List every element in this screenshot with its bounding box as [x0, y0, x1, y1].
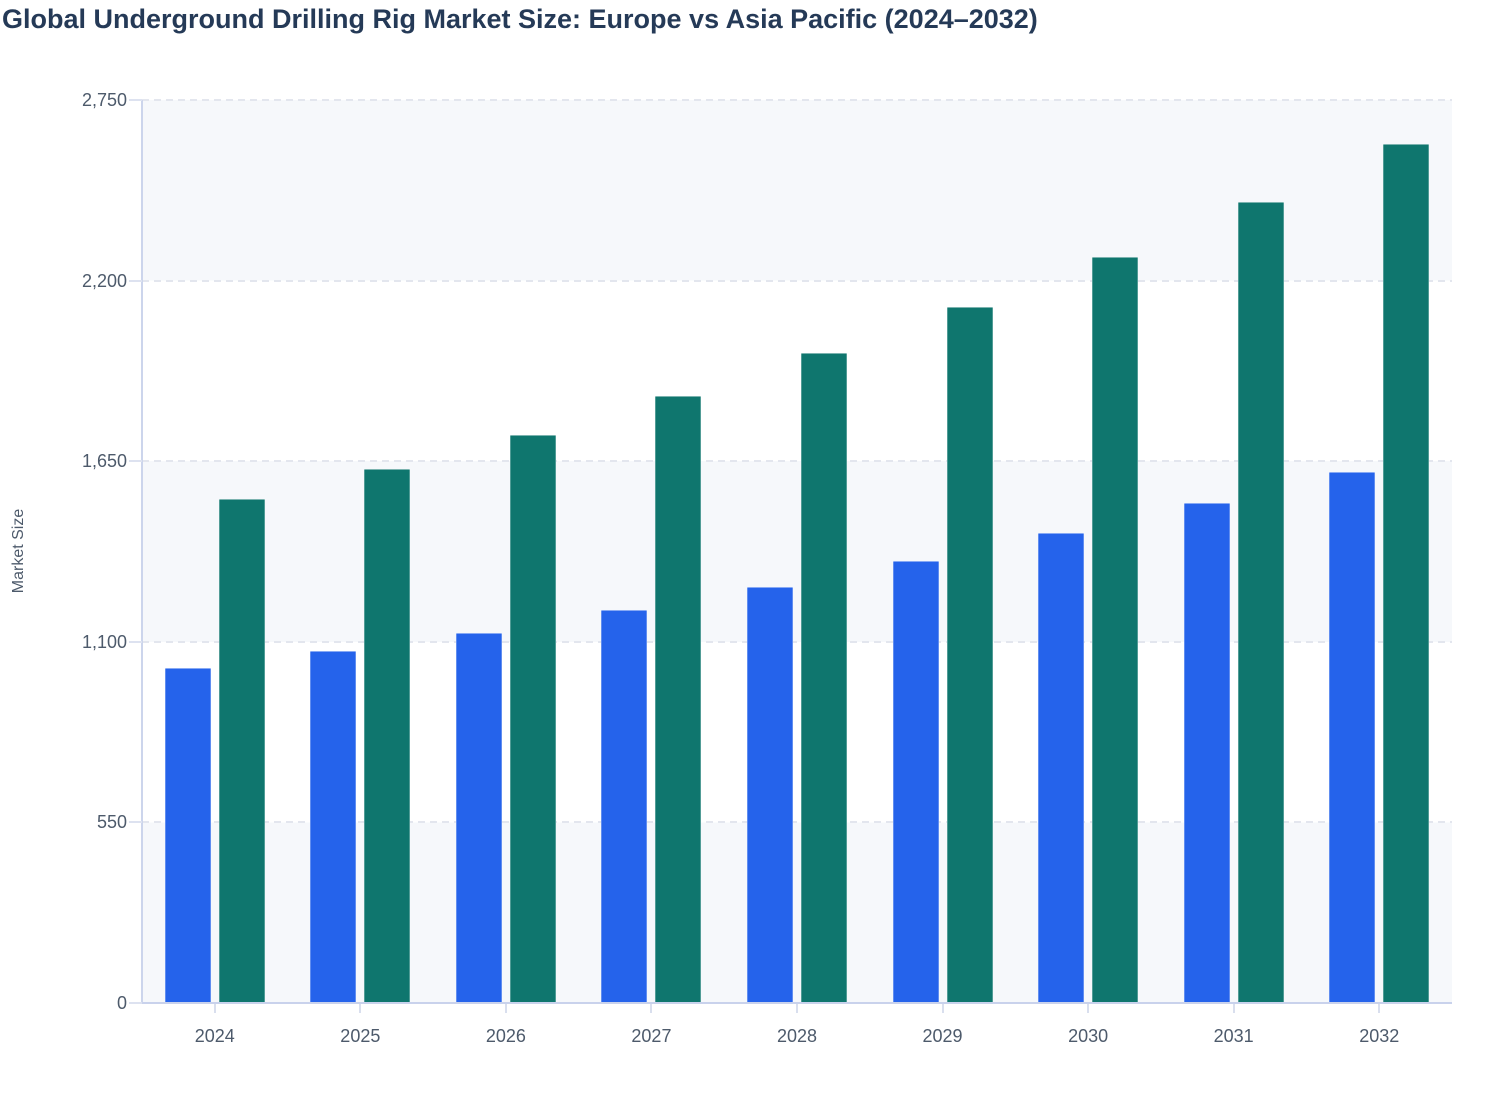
- bar-asia-pacific-2029[interactable]: [946, 306, 993, 1003]
- y-tick-label-2750: 2,750: [81, 90, 127, 110]
- bar-europe-2032[interactable]: [1329, 471, 1376, 1003]
- gridline-y-550: [142, 821, 1452, 824]
- x-tick-mark: [650, 1004, 653, 1013]
- x-tick-label-2027: 2027: [631, 1026, 672, 1046]
- bar-asia-pacific-2031[interactable]: [1237, 201, 1284, 1003]
- x-tick-mark: [1232, 1004, 1235, 1013]
- bar-europe-2025[interactable]: [310, 651, 357, 1003]
- bar-europe-2028[interactable]: [747, 586, 793, 1003]
- x-tick-mark: [941, 1004, 944, 1013]
- bar-asia-pacific-2024[interactable]: [218, 498, 265, 1003]
- bar-asia-pacific-2025[interactable]: [364, 468, 411, 1003]
- y-tick-mark: [129, 1002, 142, 1004]
- bar-europe-2024[interactable]: [164, 668, 211, 1003]
- bar-asia-pacific-2026[interactable]: [509, 435, 556, 1003]
- bar-asia-pacific-2027[interactable]: [655, 395, 702, 1003]
- gridline-y-1650: [142, 460, 1452, 463]
- chart-title: Global Underground Drilling Rig Market S…: [2, 4, 1038, 34]
- x-tick-label-2030: 2030: [1068, 1026, 1109, 1046]
- plot-area: [142, 99, 1452, 1003]
- x-tick-label-2028: 2028: [776, 1026, 818, 1046]
- y-tick-label-550: 550: [96, 812, 127, 833]
- y-tick-mark: [129, 640, 142, 643]
- x-tick-mark: [504, 1004, 507, 1013]
- bar-europe-2026[interactable]: [455, 632, 502, 1003]
- bar-europe-2030[interactable]: [1038, 533, 1085, 1003]
- y-tick-mark: [129, 460, 142, 463]
- x-tick-label-2031: 2031: [1213, 1026, 1254, 1046]
- bar-asia-pacific-2028[interactable]: [801, 352, 847, 1003]
- gridline-y-1100: [142, 640, 1452, 643]
- bar-europe-2031[interactable]: [1183, 503, 1230, 1003]
- y-tick-label-2200: 2,200: [81, 270, 127, 291]
- x-tick-mark: [359, 1004, 362, 1013]
- y-tick-label-1650: 1,650: [81, 451, 127, 472]
- x-tick-mark: [796, 1004, 798, 1013]
- gridline-y-2750: [142, 99, 1452, 101]
- x-tick-label-2032: 2032: [1359, 1026, 1400, 1046]
- y-tick-mark: [129, 821, 142, 824]
- y-tick-mark: [129, 279, 142, 282]
- bar-asia-pacific-2032[interactable]: [1383, 143, 1430, 1003]
- bar-europe-2029[interactable]: [892, 560, 939, 1003]
- x-tick-label-2024: 2024: [194, 1026, 235, 1046]
- x-tick-label-2029: 2029: [922, 1026, 963, 1046]
- bar-asia-pacific-2030[interactable]: [1092, 256, 1139, 1003]
- x-tick-label-2025: 2025: [340, 1026, 381, 1046]
- y-axis-line: [141, 100, 143, 1003]
- x-tick-mark: [213, 1004, 216, 1013]
- gridline-y-2200: [142, 279, 1452, 282]
- x-tick-label-2026: 2026: [485, 1026, 526, 1046]
- y-tick-label-0: 0: [116, 993, 127, 1013]
- x-axis-line: [130, 1002, 1452, 1004]
- x-tick-mark: [1087, 1004, 1090, 1013]
- y-tick-mark: [129, 99, 142, 101]
- y-tick-label-1100: 1,100: [81, 631, 127, 652]
- y-axis-title: Market Size: [10, 508, 27, 594]
- x-tick-mark: [1378, 1004, 1381, 1013]
- bar-europe-2027[interactable]: [601, 609, 648, 1003]
